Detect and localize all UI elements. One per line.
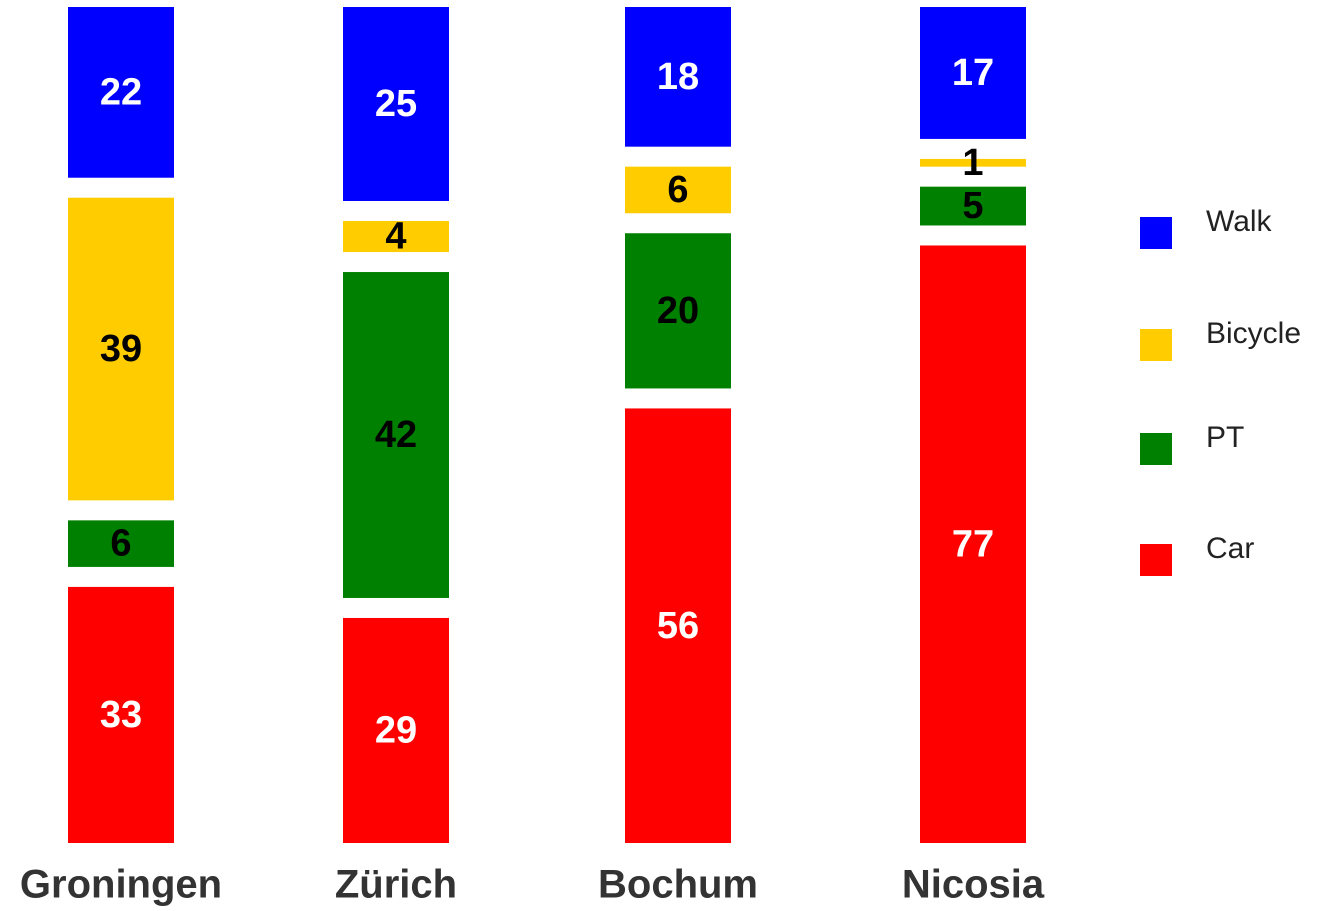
data-label: 42 <box>375 414 417 456</box>
data-label: 4 <box>385 216 406 258</box>
bar-segment <box>68 520 174 567</box>
data-label: 18 <box>657 56 699 98</box>
data-label: 17 <box>952 52 994 94</box>
bar-segment <box>625 233 731 389</box>
data-label: 6 <box>110 523 131 565</box>
bar-segment <box>68 7 174 178</box>
legend-swatch <box>1140 329 1172 361</box>
data-label: 1 <box>962 142 983 184</box>
bar-segment <box>625 408 731 843</box>
bar-segment <box>343 617 449 843</box>
bar-segment <box>343 272 449 598</box>
legend-label: Bicycle <box>1206 317 1301 350</box>
data-label: 29 <box>375 710 417 752</box>
data-label: 39 <box>100 328 142 370</box>
legend-label: Car <box>1206 532 1254 565</box>
x-tick-label: Zürich <box>335 863 457 907</box>
bar-segment <box>920 7 1026 139</box>
data-label: 5 <box>962 185 983 227</box>
legend-swatch <box>1140 217 1172 249</box>
legend-label: Walk <box>1206 205 1273 238</box>
bar-segment <box>625 7 731 147</box>
data-label: 25 <box>375 83 417 125</box>
bar-segment <box>68 197 174 501</box>
x-tick-label: Bochum <box>598 863 758 907</box>
legend-label: PT <box>1206 421 1244 454</box>
data-label: 20 <box>657 290 699 332</box>
legend-swatch <box>1140 433 1172 465</box>
bar-segment <box>343 7 449 201</box>
bar-segment <box>625 166 731 214</box>
bar-segment <box>920 186 1026 226</box>
data-label: 33 <box>100 694 142 736</box>
x-tick-label: Nicosia <box>902 863 1045 907</box>
data-label: 77 <box>952 523 994 565</box>
bar-segment <box>343 221 449 253</box>
legend-swatch <box>1140 544 1172 576</box>
data-label: 6 <box>667 169 688 211</box>
x-tick-label: Groningen <box>20 863 222 907</box>
bar-segment <box>920 245 1026 844</box>
data-label: 22 <box>100 71 142 113</box>
data-label: 56 <box>657 605 699 647</box>
bar-segment <box>920 158 1026 167</box>
bar-segment <box>68 586 174 843</box>
